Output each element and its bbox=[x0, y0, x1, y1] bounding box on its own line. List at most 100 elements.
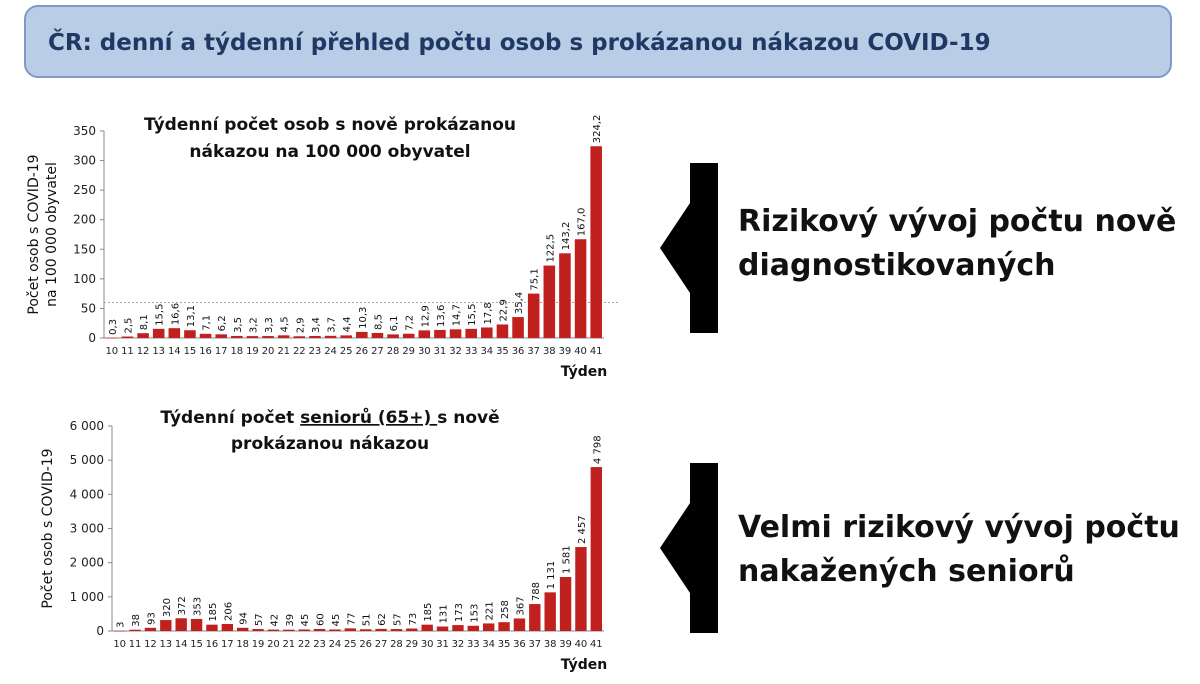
x-tick-label: 31 bbox=[434, 346, 447, 357]
chart-title: Týdenní počet osob s nově prokázanou bbox=[144, 115, 516, 135]
bar-value-label: 3,2 bbox=[248, 317, 259, 333]
bar-value-label: 60 bbox=[316, 613, 327, 626]
x-tick-label: 18 bbox=[236, 639, 249, 650]
bar-value-label: 185 bbox=[423, 603, 434, 622]
x-tick-label: 21 bbox=[282, 639, 295, 650]
bar bbox=[498, 622, 510, 631]
bar bbox=[184, 330, 196, 338]
callout-seniors: Velmi rizikový vývoj počtu nakažených se… bbox=[738, 506, 1188, 594]
bar bbox=[482, 623, 495, 631]
callout-new-cases: Rizikový vývoj počtu nově diagnostikovan… bbox=[738, 200, 1188, 288]
x-tick-label: 14 bbox=[175, 639, 188, 650]
bar bbox=[559, 576, 572, 631]
x-tick-label: 24 bbox=[329, 639, 342, 650]
bar-value-label: 62 bbox=[377, 613, 388, 626]
x-tick-label: 26 bbox=[355, 346, 368, 357]
x-tick-label: 28 bbox=[390, 639, 403, 650]
y-tick-label: 100 bbox=[73, 272, 96, 286]
x-tick-label: 16 bbox=[199, 346, 212, 357]
bar-value-label: 788 bbox=[531, 582, 542, 601]
bar-value-label: 353 bbox=[193, 597, 204, 616]
arrow-left-icon bbox=[660, 463, 718, 633]
callout-line: diagnostikovaných bbox=[738, 248, 1056, 283]
x-axis-label: Týden bbox=[561, 364, 608, 380]
y-axis-label: Počet osob s COVID-19 bbox=[40, 448, 56, 608]
bar bbox=[190, 618, 203, 631]
x-tick-label: 40 bbox=[574, 346, 587, 357]
x-tick-label: 15 bbox=[184, 346, 197, 357]
header-banner: ČR: denní a týdenní přehled počtu osob s… bbox=[24, 5, 1172, 78]
bar-value-label: 153 bbox=[469, 604, 480, 623]
bar bbox=[574, 239, 587, 338]
x-tick-label: 30 bbox=[418, 346, 431, 357]
bar bbox=[356, 331, 368, 338]
x-tick-label: 11 bbox=[121, 346, 134, 357]
bar-value-label: 131 bbox=[439, 604, 450, 623]
x-tick-label: 36 bbox=[513, 639, 526, 650]
bar bbox=[236, 627, 249, 631]
x-tick-label: 26 bbox=[359, 639, 372, 650]
bar bbox=[231, 335, 243, 338]
bar-value-label: 167,0 bbox=[577, 208, 588, 237]
bar-value-label: 7,2 bbox=[405, 315, 416, 331]
y-axis-label: na 100 000 obyvatel bbox=[44, 162, 60, 307]
bar-value-label: 173 bbox=[454, 603, 465, 622]
chart-title: prokázanou nákazou bbox=[231, 434, 429, 454]
bar bbox=[559, 253, 571, 338]
x-tick-label: 39 bbox=[559, 346, 572, 357]
chart-title-underlined-part: seniorů (65+) bbox=[300, 406, 437, 428]
bar-value-label: 3,5 bbox=[233, 317, 244, 333]
bar bbox=[543, 265, 556, 338]
y-tick-label: 300 bbox=[73, 154, 96, 168]
y-tick-label: 250 bbox=[73, 183, 96, 197]
bar-value-label: 372 bbox=[177, 596, 188, 615]
bar-value-label: 45 bbox=[331, 614, 342, 627]
bar-value-label: 2,5 bbox=[123, 318, 134, 334]
bar bbox=[206, 624, 218, 631]
bar-value-label: 8,5 bbox=[373, 314, 384, 330]
bar-value-label: 1 131 bbox=[546, 561, 557, 590]
x-tick-label: 22 bbox=[293, 346, 306, 357]
bar bbox=[590, 467, 603, 631]
chart-incidence-per-100k: 0 50 100 150 200 250 300 350 0,3 10 2,5 11 8,1 12 15,5… bbox=[26, 115, 618, 380]
y-tick-label: 5 000 bbox=[70, 453, 104, 467]
bar bbox=[121, 336, 134, 338]
bar bbox=[467, 625, 480, 631]
bar bbox=[175, 618, 187, 631]
bar bbox=[406, 628, 418, 631]
bar-value-label: 221 bbox=[485, 601, 496, 620]
bar bbox=[129, 629, 141, 631]
x-tick-label: 17 bbox=[215, 346, 228, 357]
callout-line: Velmi rizikový vývoj počtu bbox=[738, 510, 1180, 545]
bar-value-label: 4 798 bbox=[592, 435, 603, 464]
bar bbox=[344, 628, 357, 631]
bar-value-label: 75,1 bbox=[530, 268, 541, 290]
bar bbox=[199, 333, 212, 338]
x-tick-label: 27 bbox=[375, 639, 388, 650]
x-tick-label: 39 bbox=[559, 639, 572, 650]
bar bbox=[262, 336, 274, 338]
x-tick-label: 23 bbox=[313, 639, 326, 650]
bar-value-label: 258 bbox=[500, 600, 511, 619]
bar-value-label: 4,5 bbox=[280, 316, 291, 332]
bar-value-label: 35,4 bbox=[514, 292, 525, 314]
y-tick-label: 50 bbox=[81, 301, 96, 315]
chart-title-part: Týdenní počet bbox=[160, 408, 300, 428]
bar-value-label: 12,9 bbox=[420, 305, 431, 327]
bar bbox=[513, 618, 526, 631]
bar-value-label: 1 581 bbox=[562, 545, 573, 574]
x-tick-label: 41 bbox=[590, 639, 603, 650]
bar bbox=[144, 627, 157, 631]
x-tick-label: 37 bbox=[528, 639, 541, 650]
x-tick-label: 25 bbox=[344, 639, 357, 650]
x-tick-label: 33 bbox=[465, 346, 478, 357]
x-tick-label: 17 bbox=[221, 639, 234, 650]
x-tick-label: 19 bbox=[246, 346, 259, 357]
bar bbox=[324, 335, 337, 338]
x-tick-label: 11 bbox=[129, 639, 142, 650]
bar-value-label: 14,7 bbox=[452, 304, 463, 326]
bar-value-label: 16,6 bbox=[170, 303, 181, 325]
bar-value-label: 94 bbox=[239, 612, 250, 625]
x-tick-label: 31 bbox=[436, 639, 449, 650]
y-tick-label: 350 bbox=[73, 124, 96, 138]
